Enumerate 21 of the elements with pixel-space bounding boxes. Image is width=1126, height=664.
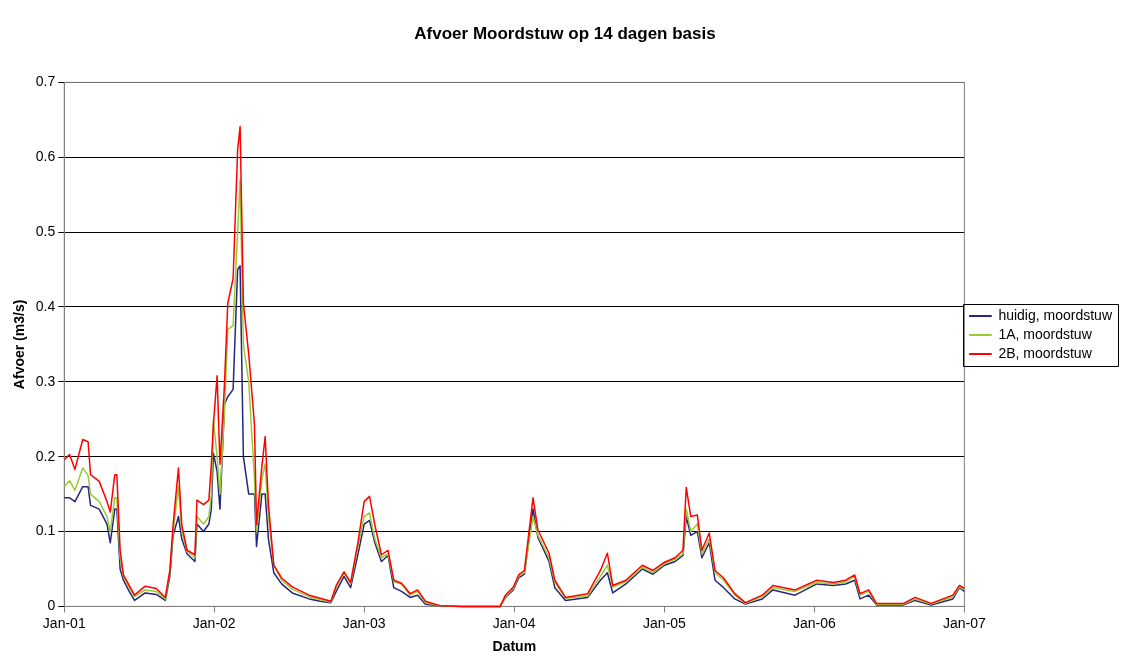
y-tick-label: 0.4 bbox=[35, 297, 56, 314]
y-tick-label: 0.1 bbox=[35, 522, 56, 539]
chart-title: Afvoer Moordstuw op 14 dagen basis bbox=[414, 23, 716, 43]
y-tick-label: 0.7 bbox=[35, 73, 56, 90]
legend-label: huidig, moordstuw bbox=[998, 306, 1113, 323]
y-tick-label: 0.6 bbox=[35, 148, 56, 165]
y-axis-title: Afvoer (m3/s) bbox=[11, 299, 28, 390]
legend-label: 1A, moordstuw bbox=[998, 325, 1093, 342]
x-tick-label: Jan-04 bbox=[492, 614, 536, 631]
x-axis-title: Datum bbox=[492, 638, 537, 655]
y-tick-label: 0.3 bbox=[35, 372, 56, 389]
legend-label: 2B, moordstuw bbox=[998, 344, 1093, 361]
x-tick-label: Jan-05 bbox=[643, 614, 687, 631]
x-tick-label: Jan-03 bbox=[342, 614, 386, 631]
y-tick-label: 0.5 bbox=[35, 222, 56, 239]
x-tick-label: Jan-02 bbox=[192, 614, 236, 631]
y-tick-label: 0 bbox=[47, 597, 56, 614]
y-tick-label: 0.2 bbox=[35, 447, 56, 464]
x-tick-label: Jan-01 bbox=[42, 614, 86, 631]
x-tick-label: Jan-06 bbox=[793, 614, 837, 631]
x-tick-label: Jan-07 bbox=[942, 614, 986, 631]
